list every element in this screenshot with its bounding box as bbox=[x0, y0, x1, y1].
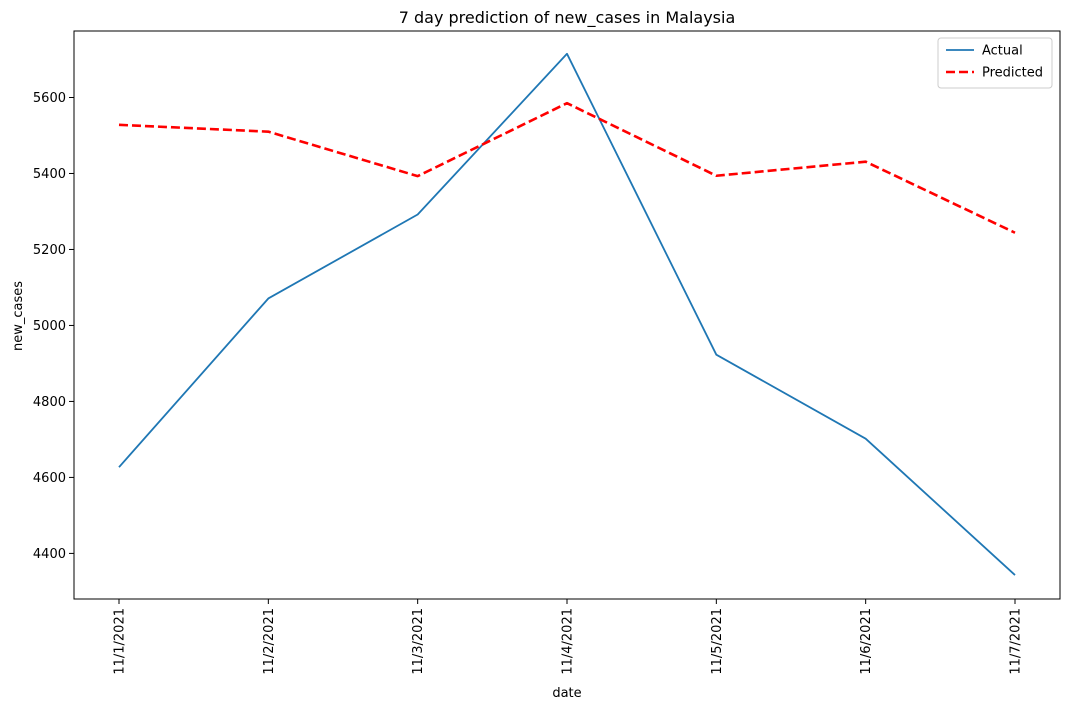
x-tick-label: 11/6/2021 bbox=[859, 608, 874, 675]
chart-title: 7 day prediction of new_cases in Malaysi… bbox=[399, 8, 736, 28]
legend-label-actual: Actual bbox=[982, 44, 1023, 59]
series-layer bbox=[118, 52, 1016, 576]
x-tick-label: 11/1/2021 bbox=[113, 608, 128, 675]
x-tick-label: 11/3/2021 bbox=[411, 608, 426, 675]
y-tick-label: 5600 bbox=[33, 91, 66, 106]
y-axis-label: new_cases bbox=[11, 281, 26, 351]
x-tick-label: 11/7/2021 bbox=[1009, 608, 1024, 675]
y-tick-label: 4400 bbox=[33, 547, 66, 562]
series-line-predicted bbox=[118, 101, 1016, 234]
x-tick-label: 11/5/2021 bbox=[710, 608, 725, 675]
x-tick-label: 11/2/2021 bbox=[262, 608, 277, 675]
x-axis: 11/1/2021 11/2/2021 11/3/2021 11/4/2021 11/5… bbox=[113, 599, 1024, 675]
y-axis: 4400 4600 4800 5000 5200 5400 5600 bbox=[33, 91, 74, 562]
legend-label-predicted: Predicted bbox=[982, 66, 1043, 81]
series-line-actual bbox=[118, 52, 1016, 576]
x-axis-label: date bbox=[552, 686, 581, 701]
y-tick-label: 5000 bbox=[33, 319, 66, 334]
legend: Actual Predicted bbox=[937, 37, 1053, 89]
x-tick-label: 11/4/2021 bbox=[561, 608, 576, 675]
y-tick-label: 4600 bbox=[33, 471, 66, 486]
plot-border bbox=[73, 30, 1061, 600]
y-tick-label: 4800 bbox=[33, 395, 66, 410]
y-tick-label: 5400 bbox=[33, 167, 66, 182]
y-tick-label: 5200 bbox=[33, 243, 66, 258]
plot-frame bbox=[73, 30, 1061, 600]
